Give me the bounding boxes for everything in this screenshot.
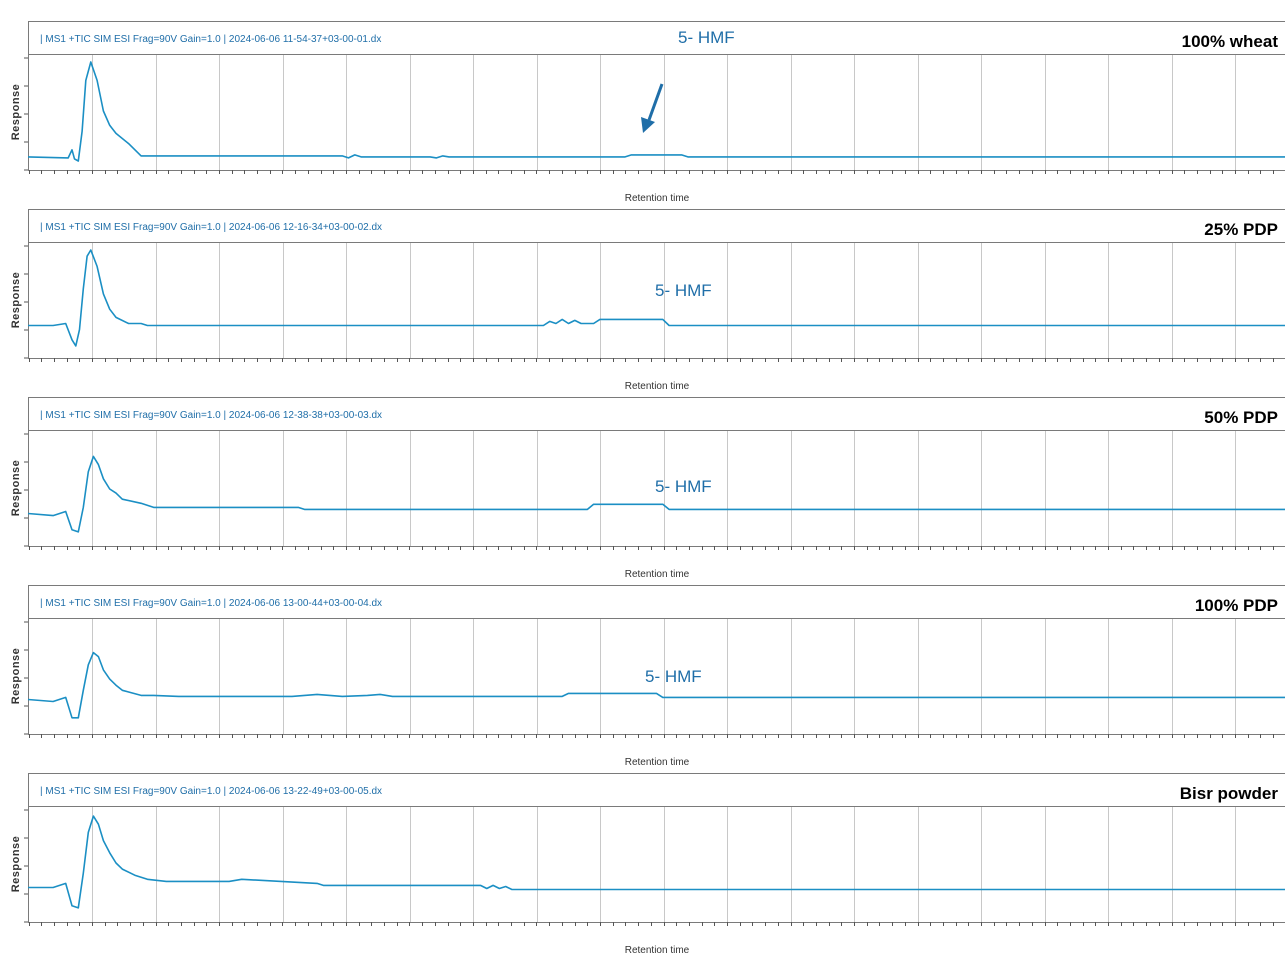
sample-label: 100% PDP xyxy=(1195,596,1278,615)
x-axis-label: Retention time xyxy=(625,381,690,392)
chromatogram-panel: | MS1 +TIC SIM ESI Frag=90V Gain=1.0 | 2… xyxy=(0,206,1285,394)
x-axis-label: Retention time xyxy=(625,569,690,580)
y-axis-label: Response xyxy=(10,84,22,141)
chromatogram-panel: | MS1 +TIC SIM ESI Frag=90V Gain=1.0 | 2… xyxy=(0,394,1285,582)
chromatogram-svg: | MS1 +TIC SIM ESI Frag=90V Gain=1.0 | 2… xyxy=(0,394,1285,582)
trace-header: | MS1 +TIC SIM ESI Frag=90V Gain=1.0 | 2… xyxy=(40,598,382,609)
x-axis-label: Retention time xyxy=(625,193,690,204)
chromatogram-svg: | MS1 +TIC SIM ESI Frag=90V Gain=1.0 | 2… xyxy=(0,582,1285,770)
hmf-annotation: 5- HMF xyxy=(655,477,712,496)
hmf-annotation: 5- HMF xyxy=(678,28,735,47)
trace-header: | MS1 +TIC SIM ESI Frag=90V Gain=1.0 | 2… xyxy=(40,222,382,233)
y-axis-label: Response xyxy=(10,648,22,705)
y-axis-label: Response xyxy=(10,836,22,893)
y-axis-label: Response xyxy=(10,460,22,517)
sample-label: 50% PDP xyxy=(1204,408,1278,427)
sample-label: 100% wheat xyxy=(1182,32,1279,51)
trace-header: | MS1 +TIC SIM ESI Frag=90V Gain=1.0 | 2… xyxy=(40,786,382,797)
sample-label: Bisr powder xyxy=(1180,784,1279,803)
x-axis-label: Retention time xyxy=(625,757,690,768)
chromatogram-svg: | MS1 +TIC SIM ESI Frag=90V Gain=1.0 | 2… xyxy=(0,18,1285,206)
chromatogram-panel: | MS1 +TIC SIM ESI Frag=90V Gain=1.0 | 2… xyxy=(0,770,1285,958)
chromatogram-panel: | MS1 +TIC SIM ESI Frag=90V Gain=1.0 | 2… xyxy=(0,582,1285,770)
hmf-annotation: 5- HMF xyxy=(655,281,712,300)
trace-header: | MS1 +TIC SIM ESI Frag=90V Gain=1.0 | 2… xyxy=(40,410,382,421)
y-axis-label: Response xyxy=(10,272,22,329)
sample-label: 25% PDP xyxy=(1204,220,1278,239)
trace-header: | MS1 +TIC SIM ESI Frag=90V Gain=1.0 | 2… xyxy=(40,34,381,45)
chromatogram-svg: | MS1 +TIC SIM ESI Frag=90V Gain=1.0 | 2… xyxy=(0,770,1285,958)
chromatogram-panel: | MS1 +TIC SIM ESI Frag=90V Gain=1.0 | 2… xyxy=(0,18,1285,206)
chromatogram-svg: | MS1 +TIC SIM ESI Frag=90V Gain=1.0 | 2… xyxy=(0,206,1285,394)
hmf-annotation: 5- HMF xyxy=(645,667,702,686)
